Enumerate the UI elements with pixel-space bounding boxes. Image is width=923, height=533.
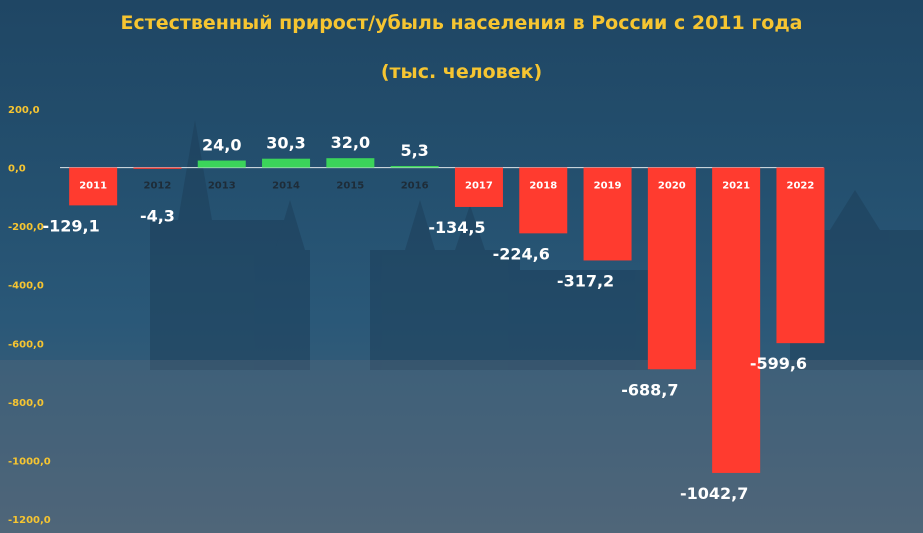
- category-label: 2016: [401, 181, 429, 192]
- category-label: 2011: [79, 181, 107, 192]
- category-label: 2019: [594, 181, 622, 192]
- value-label: -4,3: [140, 207, 175, 226]
- category-label: 2013: [208, 181, 236, 192]
- bars: [69, 158, 825, 473]
- category-label: 2021: [722, 181, 750, 192]
- category-labels: 2011 2012 2013 2014 2015 2016 2017 2018 2019 2020…: [79, 181, 814, 192]
- category-label: 2017: [465, 181, 493, 192]
- value-label: -224,6: [493, 244, 550, 263]
- bar-2016: [390, 166, 439, 168]
- category-label: 2012: [144, 181, 172, 192]
- bar-2012: [133, 167, 182, 169]
- bar-2013: [197, 160, 246, 168]
- value-label: 30,3: [266, 134, 305, 153]
- value-label: 24,0: [202, 136, 241, 155]
- bar-2019: [583, 167, 632, 261]
- y-tick-label: -400,0: [8, 281, 44, 292]
- value-label: 5,3: [400, 141, 428, 160]
- value-label: -129,1: [43, 216, 100, 235]
- y-tick-label: -600,0: [8, 339, 44, 350]
- value-label: -1042,7: [680, 484, 748, 503]
- bar-2018: [519, 167, 568, 234]
- bar-2020: [647, 167, 696, 370]
- bar-2022: [776, 167, 825, 344]
- category-label: 2018: [529, 181, 557, 192]
- y-tick-label: 200,0: [8, 105, 40, 116]
- value-label: -688,7: [621, 380, 678, 399]
- bar-2011: [69, 167, 118, 206]
- value-label: -134,5: [428, 218, 485, 237]
- bar-2014: [262, 158, 311, 168]
- y-tick-label: 0,0: [8, 164, 26, 175]
- y-tick-label: -1000,0: [8, 456, 51, 467]
- category-label: 2014: [272, 181, 300, 192]
- category-label: 2020: [658, 181, 686, 192]
- y-axis: 200,0 0,0 -200,0 -400,0 -600,0 -800,0 -1000,0 -…: [8, 105, 51, 526]
- chart-title: Естественный прирост/убыль населения в Р…: [120, 12, 803, 34]
- category-label: 2015: [336, 181, 364, 192]
- value-label: 32,0: [331, 133, 370, 152]
- bar-2021: [712, 167, 761, 473]
- bar-2015: [326, 158, 375, 168]
- value-label: -599,6: [750, 354, 807, 373]
- bar-2017: [454, 167, 503, 207]
- category-label: 2022: [787, 181, 815, 192]
- chart-subtitle: (тыс. человек): [380, 61, 543, 83]
- value-label: -317,2: [557, 271, 614, 290]
- value-labels: -129,1 -4,3 24,0 30,3 32,0 5,3 -134,5 -224,6 -31…: [43, 133, 808, 503]
- y-tick-label: -1200,0: [8, 515, 51, 526]
- y-tick-label: -800,0: [8, 398, 44, 409]
- y-tick-label: -200,0: [8, 222, 44, 233]
